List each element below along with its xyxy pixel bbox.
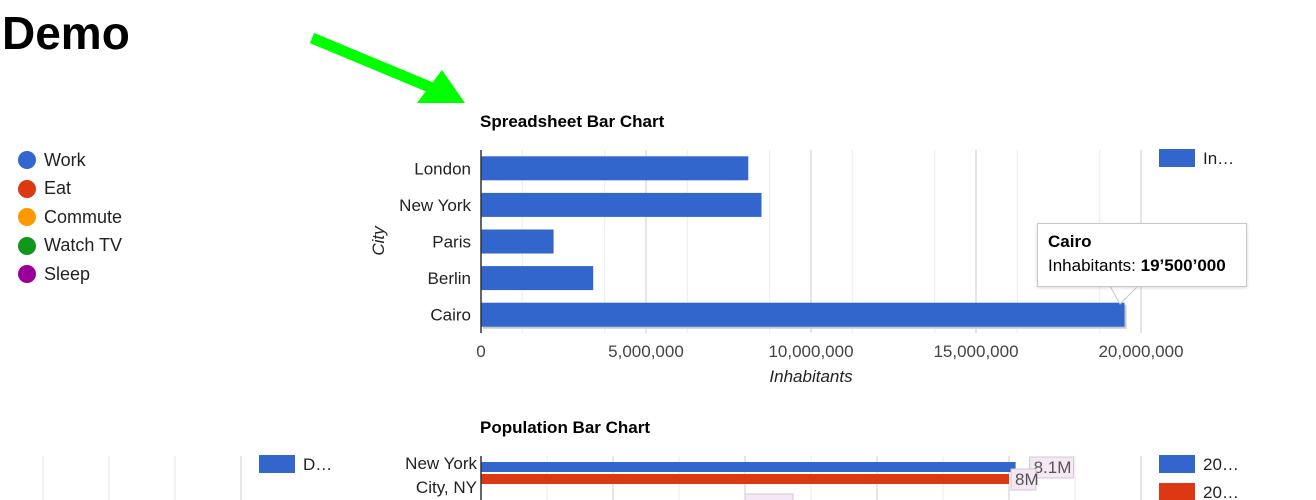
- pie-legend-item[interactable]: Work: [18, 146, 122, 175]
- bar-annotation-box: [1029, 456, 1075, 479]
- x-tick-label: 15,000,000: [933, 342, 1018, 361]
- x-tick-label: 10,000,000: [768, 342, 853, 361]
- tooltip-label: Inhabitants:: [1048, 256, 1141, 275]
- x-tick-label: 5,000,000: [608, 342, 684, 361]
- bar: [481, 229, 554, 254]
- legend-swatch: [1159, 483, 1195, 500]
- pie-legend-label: Eat: [44, 178, 72, 199]
- bar: [481, 302, 1125, 327]
- bar-annotation: 8M: [1015, 470, 1039, 489]
- y-axis-title: City: [369, 225, 388, 256]
- page-title: Demo: [2, 7, 130, 59]
- bar: [481, 474, 1009, 484]
- bar-annotation-box: [744, 493, 794, 500]
- bar-annotation-box: [1010, 468, 1037, 491]
- legend-swatch: [1159, 455, 1195, 473]
- legend-dot-icon: [18, 236, 36, 255]
- legend-label: In…: [1203, 149, 1234, 168]
- bar-tooltip: Cairo Inhabitants: 19’500’000: [1037, 223, 1247, 287]
- bar: [481, 156, 749, 181]
- arrow-head: [417, 70, 465, 103]
- legend-dot-icon: [18, 179, 36, 198]
- pie-legend-item[interactable]: Commute: [18, 203, 122, 232]
- x-axis-title: Inhabitants: [769, 367, 853, 386]
- chart-title: Spreadsheet Bar Chart: [480, 112, 665, 131]
- pie-legend-item[interactable]: Sleep: [18, 260, 122, 289]
- bar-annotation: 8.1M: [1034, 458, 1072, 477]
- pie-legend-label: Work: [44, 149, 86, 170]
- x-tick-label: 20,000,000: [1098, 342, 1183, 361]
- y-category-label: Paris: [432, 233, 471, 252]
- x-tick-label: 0: [476, 342, 485, 361]
- pie-legend-item[interactable]: Watch TV: [18, 232, 122, 261]
- y-category-label: Berlin: [428, 269, 471, 288]
- tooltip-value: 19’500’000: [1140, 256, 1226, 275]
- green-arrow-icon: [309, 32, 465, 103]
- legend-dot-icon: [18, 265, 36, 284]
- bar: [481, 266, 594, 291]
- arrow-shaft: [309, 32, 435, 94]
- legend-label: 20…: [1203, 483, 1239, 500]
- y-category-label: London: [414, 159, 471, 178]
- bar: [481, 192, 762, 217]
- y-category-label: City, NY: [416, 478, 477, 497]
- y-category-label: Cairo: [430, 306, 471, 325]
- pie-legend-label: Commute: [44, 206, 123, 227]
- tooltip-title: Cairo: [1048, 232, 1092, 251]
- side-legend-label: D…: [303, 455, 332, 474]
- legend-label: 20…: [1203, 455, 1239, 474]
- pie-legend-item[interactable]: Eat: [18, 175, 122, 204]
- legend-swatch: [1159, 149, 1195, 167]
- side-legend-swatch: [259, 455, 295, 473]
- bar: [481, 462, 1016, 472]
- legend-dot-icon: [18, 208, 36, 227]
- chart-title: Population Bar Chart: [480, 418, 650, 437]
- pie-legend-label: Watch TV: [44, 235, 123, 256]
- spreadsheet-bar-chart: 0 5,000,000 10,000,000 15,000,000 20,000,000…: [369, 112, 1234, 386]
- y-category-label: New York: [405, 454, 477, 473]
- tooltip-tail: [1110, 286, 1139, 305]
- legend-dot-icon: [18, 151, 36, 170]
- pie-legend-label: Sleep: [44, 263, 91, 284]
- pie-chart-legend: Work Eat Commute Watch TV Sleep: [18, 146, 122, 289]
- y-category-label: New York: [399, 196, 471, 215]
